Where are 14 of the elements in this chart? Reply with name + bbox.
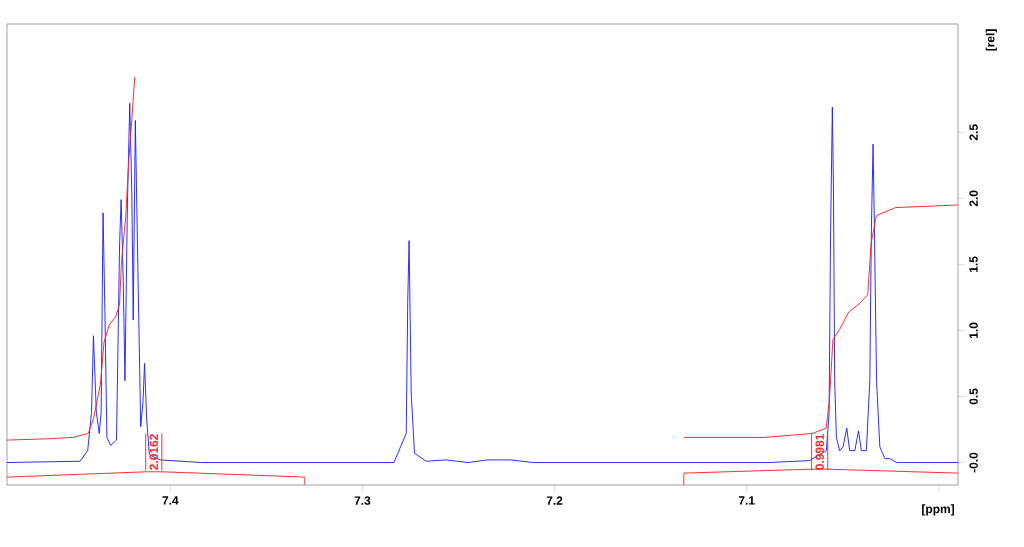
x-tick-label: 7.3 <box>354 496 371 505</box>
x-tick-label: 7.1 <box>738 496 755 505</box>
y-tick-label: 1.0 <box>969 322 978 339</box>
annotation: 0.9981 <box>815 434 824 470</box>
y-tick-label: 2.5 <box>969 124 978 141</box>
x-axis-title: [ppm] <box>922 504 954 516</box>
y-tick-label: 2.0 <box>969 190 978 207</box>
y-tick-label: 1.5 <box>969 256 978 272</box>
y-tick-label: -0.0 <box>969 452 978 473</box>
y-tick-label: 0.5 <box>969 388 978 405</box>
annotation: 2.0162 <box>149 434 159 470</box>
x-tick-label: 7.4 <box>162 496 179 505</box>
y-axis-title: [rel] <box>985 29 997 51</box>
x-tick-label: 7.2 <box>546 496 563 505</box>
